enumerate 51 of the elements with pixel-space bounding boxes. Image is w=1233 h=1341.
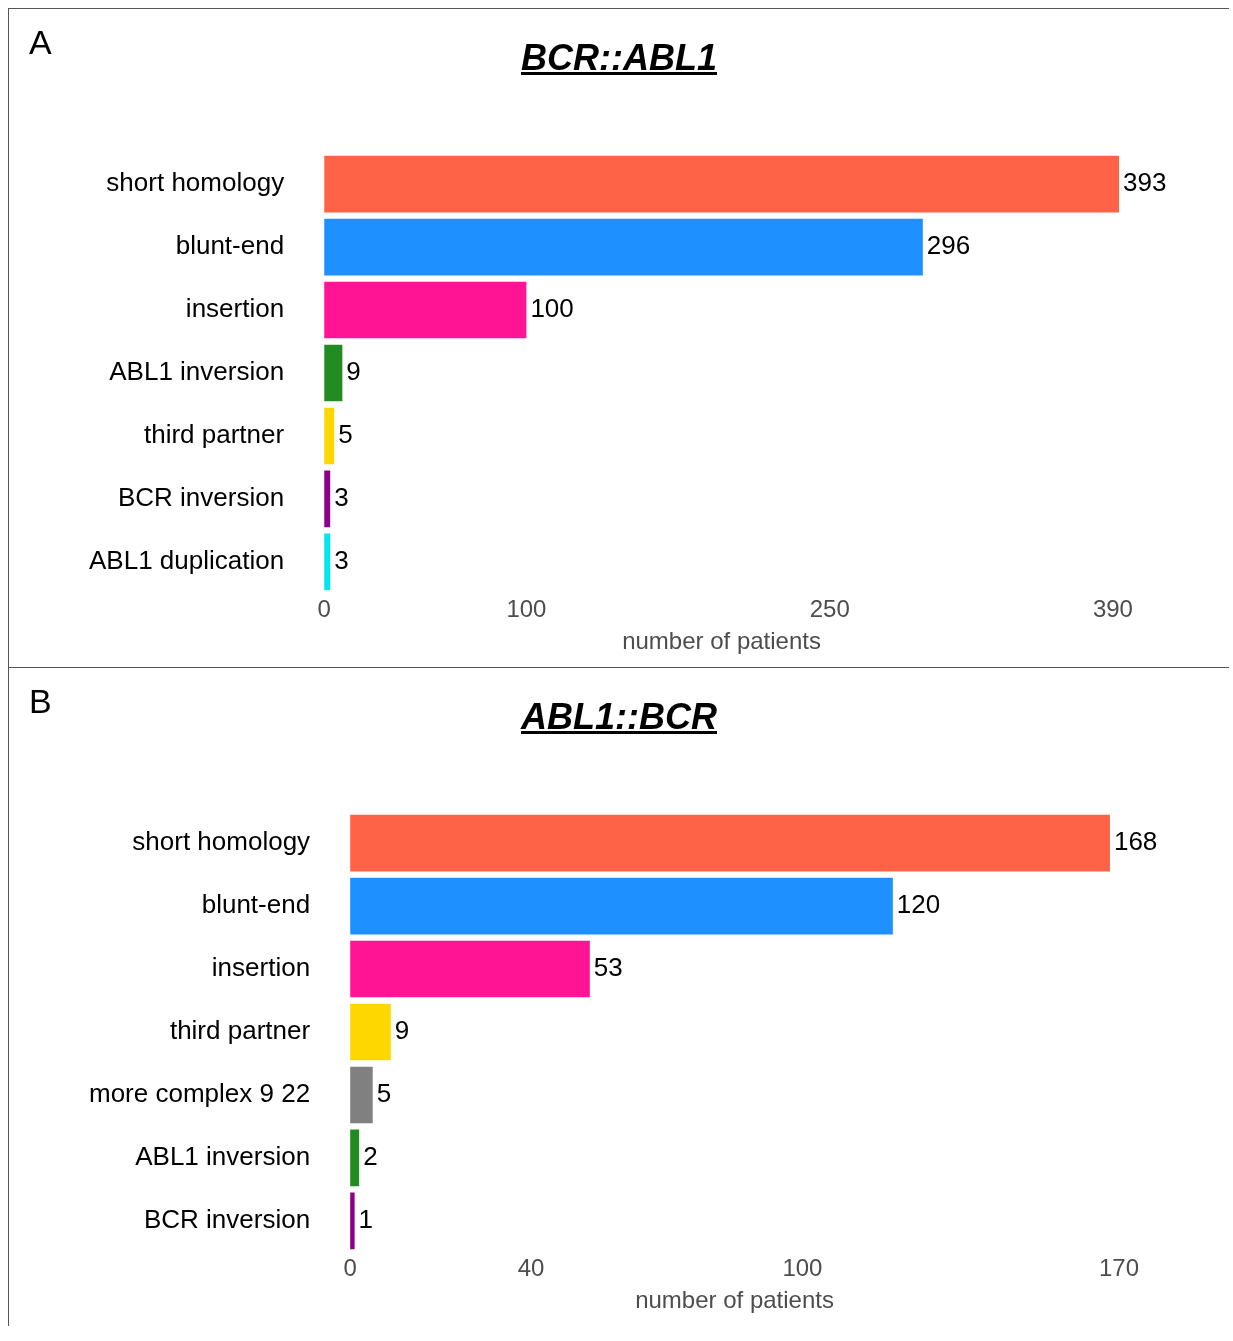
bar xyxy=(324,218,923,276)
bar xyxy=(350,877,893,935)
data-label: 5 xyxy=(376,1078,392,1109)
data-label: 5 xyxy=(338,419,353,450)
data-label: 168 xyxy=(1113,826,1158,857)
x-tick-label: 0 xyxy=(317,595,331,623)
data-label: 100 xyxy=(530,293,574,324)
data-label: 1 xyxy=(358,1204,374,1235)
y-tick-label: ABL1 inversion xyxy=(109,356,285,387)
y-tick-label: ABL1 duplication xyxy=(89,545,285,576)
x-axis-title: number of patients xyxy=(622,627,821,655)
x-tick-label: 100 xyxy=(782,1254,823,1282)
data-label: 2 xyxy=(363,1141,378,1172)
bar xyxy=(324,155,1119,213)
y-tick-label: BCR inversion xyxy=(117,482,285,513)
chart-title: ABL1::BCR xyxy=(521,696,717,737)
bar xyxy=(350,1003,391,1061)
chart-title: BCR::ABL1 xyxy=(521,37,717,78)
x-tick-label: 170 xyxy=(1098,1254,1140,1282)
data-label: 9 xyxy=(346,356,361,387)
y-tick-label: ABL1 inversion xyxy=(135,1141,311,1172)
text: A xyxy=(29,23,52,62)
bar xyxy=(350,814,1110,872)
data-label: 120 xyxy=(896,889,941,920)
x-tick-label: 0 xyxy=(343,1254,357,1282)
x-tick-label: 390 xyxy=(1092,595,1133,623)
y-tick-label: insertion xyxy=(185,293,285,324)
data-label: 3 xyxy=(334,482,349,513)
x-axis-title: number of patients xyxy=(635,1286,834,1314)
data-label: 53 xyxy=(593,952,623,983)
bar xyxy=(324,281,527,339)
y-tick-label: third partner xyxy=(169,1015,311,1046)
y-tick-label: third partner xyxy=(143,419,285,450)
y-tick-label: insertion xyxy=(211,952,311,983)
x-tick-label: 40 xyxy=(517,1254,545,1282)
x-tick-label: 250 xyxy=(809,595,850,623)
text: B xyxy=(29,682,52,721)
y-tick-label: blunt-end xyxy=(175,230,285,261)
bar xyxy=(324,344,343,402)
y-tick-label: BCR inversion xyxy=(143,1204,311,1235)
x-tick-label: 100 xyxy=(506,595,547,623)
y-tick-label: blunt-end xyxy=(201,889,311,920)
bar xyxy=(350,940,590,998)
y-tick-label: short homology xyxy=(132,826,311,857)
bar xyxy=(350,1066,373,1124)
y-tick-label: short homology xyxy=(106,167,285,198)
data-label: 393 xyxy=(1123,167,1167,198)
data-label: 9 xyxy=(394,1015,410,1046)
data-label: 296 xyxy=(926,230,971,261)
y-tick-label: more complex 9 22 xyxy=(88,1078,311,1109)
data-label: 3 xyxy=(334,545,349,576)
